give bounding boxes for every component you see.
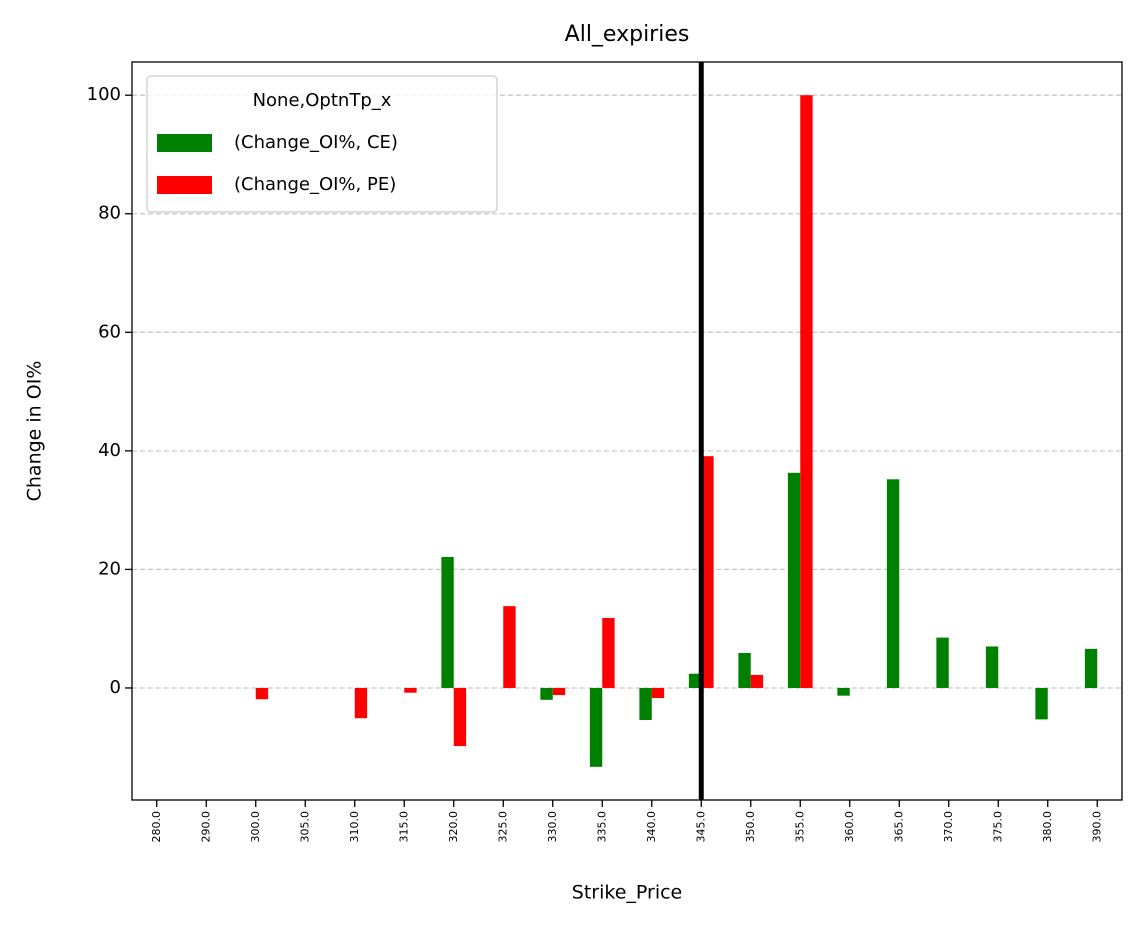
x-tick-label: 360.0 [843,811,856,843]
x-tick-label: 375.0 [991,811,1004,843]
x-tick-label: 380.0 [1041,811,1054,843]
x-tick-label: 290.0 [199,811,212,843]
x-tick-label: 320.0 [447,811,460,843]
x-tick-label: 365.0 [892,811,905,843]
bar [787,472,801,688]
bar [1084,648,1098,688]
x-tick-label: 345.0 [694,811,707,843]
x-tick-label: 370.0 [942,811,955,843]
x-tick-label: 390.0 [1090,811,1103,843]
bar [589,687,603,767]
bar [701,456,714,688]
bar [453,687,467,747]
x-tick-label: 330.0 [546,811,559,843]
legend-label: (Change_OI%, CE) [234,132,398,153]
plot-frame [131,61,1123,801]
x-tick-label: 305.0 [298,811,311,843]
x-axis-label: Strike_Price [572,882,682,904]
bar [688,673,702,688]
bar [985,646,999,688]
bar [255,687,269,700]
y-tick-label: 60 [98,321,121,342]
bar [639,687,652,720]
y-tick-label: 0 [110,677,121,698]
y-axis-label: Change in OI% [24,361,46,502]
bar [837,687,850,696]
legend-label: (Change_OI%, PE) [234,174,396,195]
bar [503,606,516,688]
x-tick-label: 335.0 [595,811,608,843]
y-tick-label: 80 [98,203,121,224]
x-tick-label: 340.0 [645,811,658,843]
bar [354,687,368,719]
bar [651,687,665,699]
bar [404,687,417,693]
legend-swatch [157,134,212,152]
bar [1035,687,1048,720]
bar [441,556,454,688]
bar [602,618,615,688]
x-tick-label: 315.0 [397,811,410,843]
x-tick-label: 310.0 [348,811,361,843]
x-tick-label: 355.0 [793,811,806,843]
y-tick-label: 20 [98,558,121,579]
chart-title: All_expiries [565,22,690,47]
x-tick-label: 350.0 [744,811,757,843]
bar [552,687,566,696]
x-tick-label: 300.0 [249,811,262,843]
legend-box [146,75,498,213]
legend-title: None,OptnTp_x [253,90,392,111]
legend-swatch [157,176,212,194]
bar [738,652,751,688]
bar [936,637,949,688]
y-tick-label: 40 [98,440,121,461]
x-tick-label: 280.0 [150,811,163,843]
bar [800,95,813,688]
bar [540,687,553,700]
bar [750,674,764,688]
y-tick-label: 100 [87,84,121,105]
x-tick-label: 325.0 [496,811,509,843]
bar [886,479,900,688]
